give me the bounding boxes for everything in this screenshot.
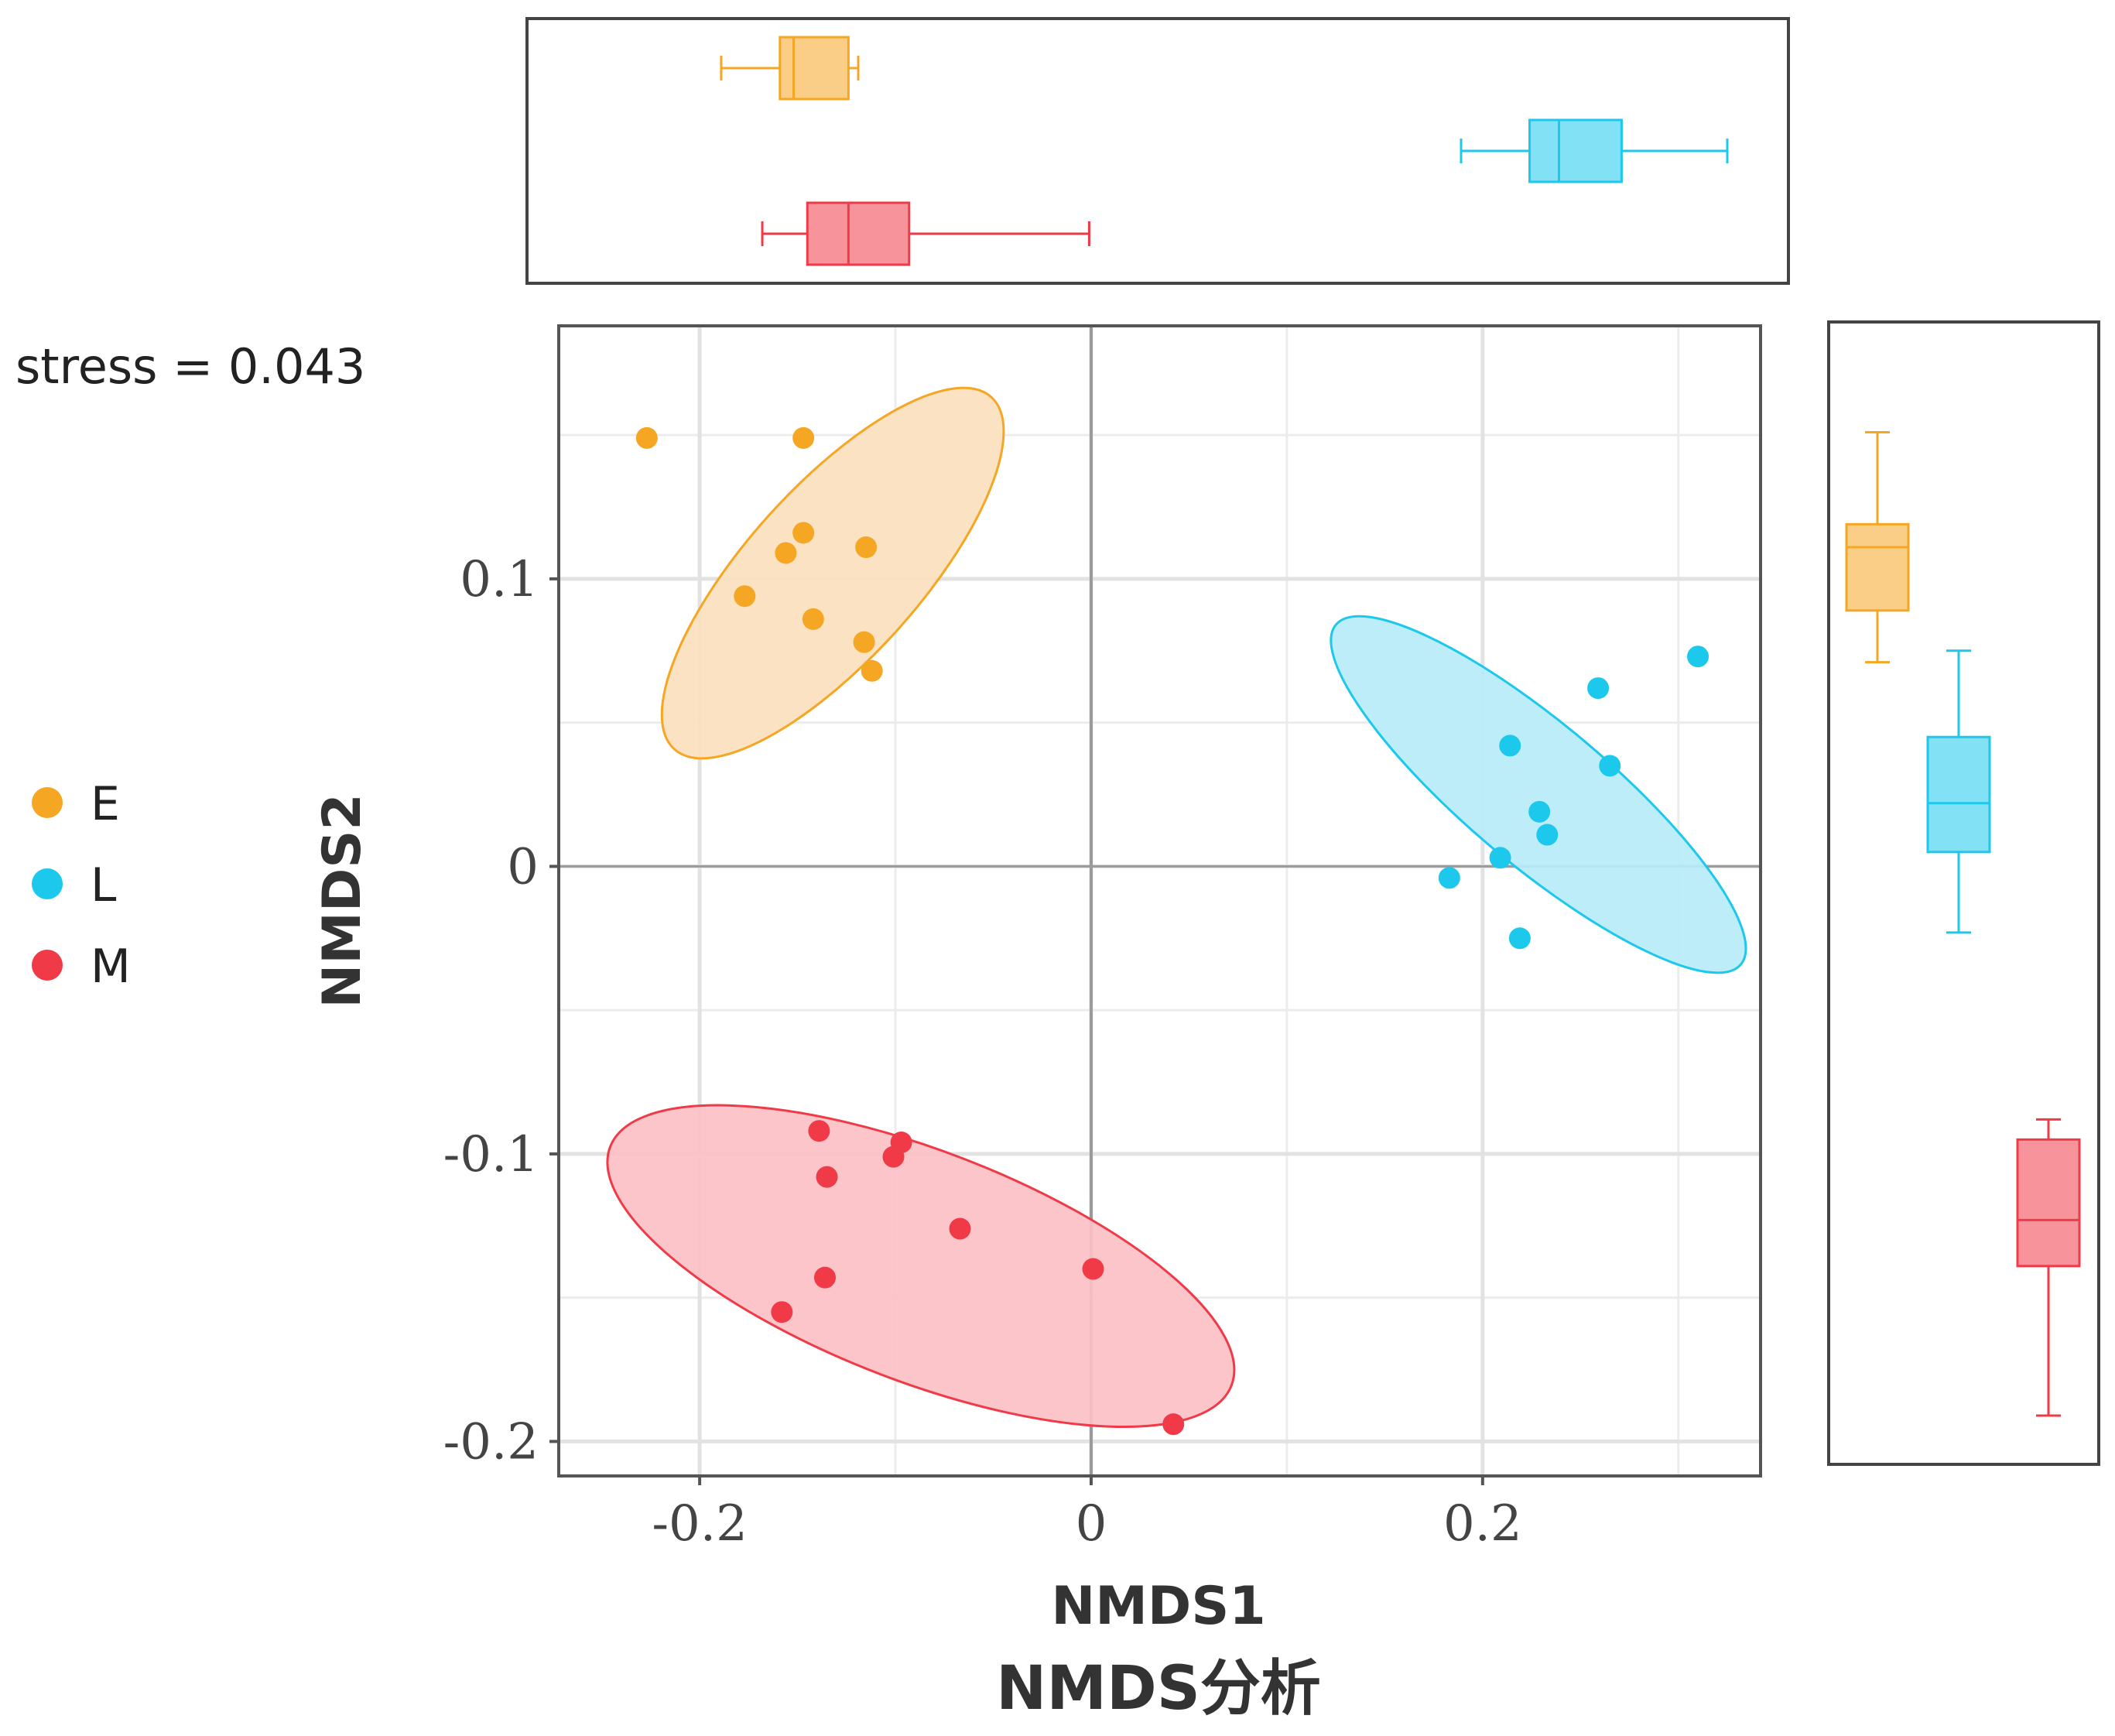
legend-label-M: M [91, 940, 131, 994]
box [1528, 118, 1623, 183]
point-M [949, 1217, 971, 1240]
data-points [635, 426, 1709, 1436]
right-boxplot-M [2016, 1118, 2081, 1417]
box [806, 201, 911, 266]
x-axis-ticks: -0.2 0 0.2 [652, 1476, 1522, 1553]
legend: ELM [32, 777, 131, 994]
top-boxplot-L [1460, 118, 1729, 183]
point-M [808, 1120, 830, 1142]
main-panel: -0.2 0 0.2 -0.2 -0.1 0 0.1 [443, 324, 1762, 1553]
legend-label-E: E [91, 777, 120, 831]
plot-border [557, 324, 1762, 1477]
legend-label-L: L [91, 858, 117, 913]
point-E [853, 631, 875, 653]
point-L [1536, 823, 1559, 846]
x-tick-label: 0 [1076, 1495, 1107, 1553]
point-E [734, 585, 756, 608]
point-L [1687, 645, 1709, 668]
ellipse-M [606, 1104, 1236, 1429]
right-boxplot-panel [1827, 320, 2100, 1466]
point-E [802, 608, 824, 630]
point-E [855, 536, 878, 559]
stress-annotation: stress = 0.043 [15, 338, 365, 395]
point-L [1599, 755, 1621, 777]
point-M [882, 1145, 905, 1168]
point-L [1528, 800, 1551, 823]
y-tick-label: 0.1 [460, 551, 539, 608]
ellipse-E [660, 386, 1005, 760]
y-tick-label: 0 [507, 838, 539, 895]
point-L [1489, 847, 1511, 869]
x-axis-label: NMDS1 [1051, 1576, 1265, 1637]
point-M [771, 1301, 793, 1323]
box [2016, 1138, 2081, 1268]
point-M [813, 1266, 836, 1289]
right-boxplots [1845, 430, 2081, 1417]
top-boxplot-panel [525, 17, 1790, 285]
confidence-ellipses [606, 386, 1747, 1429]
point-L [1587, 677, 1610, 700]
y-tick-label: -0.2 [443, 1413, 539, 1471]
legend-marker-E [32, 787, 63, 818]
right-boxplot-L [1926, 649, 1991, 934]
point-E [792, 426, 815, 449]
point-E [775, 542, 797, 564]
chart-title: NMDS分析 [996, 1654, 1321, 1724]
point-L [1499, 734, 1521, 757]
top-boxplot-E [720, 36, 860, 101]
ellipse-L [1330, 615, 1747, 974]
y-tick-label: -0.1 [443, 1126, 539, 1183]
box [779, 36, 850, 101]
point-E [635, 426, 658, 449]
legend-marker-L [32, 868, 63, 899]
y-axis-label: NMDS2 [312, 793, 373, 1008]
point-L [1508, 927, 1531, 950]
legend-marker-M [32, 950, 63, 981]
box [1926, 735, 1991, 854]
top-boxplots [720, 36, 1729, 266]
point-E [792, 522, 815, 544]
x-tick-label: 0.2 [1443, 1495, 1522, 1553]
top-boxplot-M [761, 201, 1090, 266]
point-L [1438, 867, 1460, 889]
right-boxplot-E [1845, 430, 1910, 664]
y-axis-ticks: -0.2 -0.1 0 0.1 [443, 551, 559, 1471]
point-M [1082, 1258, 1104, 1280]
point-M [1162, 1413, 1185, 1436]
point-M [816, 1166, 838, 1188]
right-panel-border [1827, 320, 2100, 1466]
point-E [861, 659, 883, 682]
box [1845, 522, 1910, 612]
x-tick-label: -0.2 [652, 1495, 747, 1553]
